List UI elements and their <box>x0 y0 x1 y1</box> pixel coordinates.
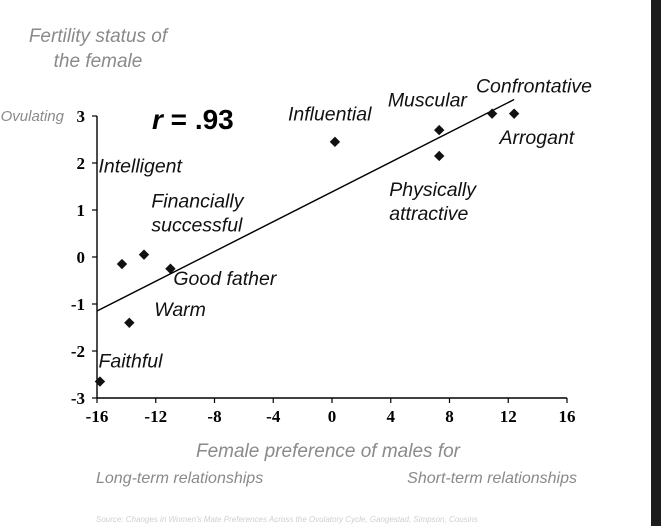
correlation-annotation: r = .93 <box>152 104 234 135</box>
y-tick-label: -3 <box>71 389 85 408</box>
data-point <box>434 124 445 136</box>
x-tick-label: 12 <box>500 407 517 426</box>
point-label: Good father <box>173 268 277 290</box>
data-point <box>124 317 135 328</box>
y-tick-label: 0 <box>77 248 86 267</box>
data-point <box>94 376 106 387</box>
x-tick-label: 0 <box>328 407 337 426</box>
data-point <box>434 150 445 162</box>
x-tick-label: 16 <box>559 407 576 426</box>
data-point <box>508 108 520 119</box>
point-label: Warm <box>154 299 206 321</box>
x-tick-label: 8 <box>445 407 454 426</box>
y-tick-label: 1 <box>77 201 86 220</box>
point-label: successful <box>151 215 243 237</box>
x-tick-label: -8 <box>207 407 221 426</box>
data-point <box>138 249 150 260</box>
point-label: attractive <box>389 203 468 225</box>
x-tick-label: 4 <box>387 407 396 426</box>
y-extreme-label: Ovulating <box>1 108 65 125</box>
trendline <box>96 98 515 312</box>
y-tick-label: 3 <box>77 107 86 126</box>
y-axis-title-line: Fertility status of <box>29 26 169 47</box>
point-label: Influential <box>288 104 372 126</box>
x-tick-label: -12 <box>144 407 167 426</box>
y-tick-label: 2 <box>77 154 86 173</box>
x-axis-title: Female preference of males for <box>196 441 461 462</box>
point-label: Faithful <box>98 350 163 372</box>
data-point <box>329 136 341 148</box>
correlation-value: = .93 <box>163 104 234 135</box>
y-axis-title-line: the female <box>54 51 143 72</box>
point-label: Physically <box>389 179 477 201</box>
data-point <box>116 258 128 270</box>
point-label: Confrontative <box>476 76 592 98</box>
correlation-symbol: r <box>152 104 165 135</box>
point-label: Intelligent <box>98 155 183 177</box>
x-tick-label: -16 <box>86 407 109 426</box>
data-point <box>165 263 176 274</box>
point-label: Muscular <box>388 90 469 112</box>
y-tick-label: -2 <box>71 342 85 361</box>
x-subtitle-right: Short-term relationships <box>407 470 577 487</box>
y-axis-title: Fertility status of the female <box>29 26 169 72</box>
y-tick-label: -1 <box>71 295 85 314</box>
source-note: Source: Changes in Women's Mate Preferen… <box>96 515 478 524</box>
point-label: Financially <box>151 191 244 213</box>
point-labels: Faithful Warm Good father Financiallysucces… <box>98 76 592 373</box>
trendline-segment <box>96 98 515 312</box>
data-points <box>94 108 520 387</box>
x-tick-label: -4 <box>266 407 281 426</box>
x-subtitle-left: Long-term relationships <box>96 470 263 487</box>
point-label: Arrogant <box>498 127 575 149</box>
data-point <box>486 108 498 119</box>
